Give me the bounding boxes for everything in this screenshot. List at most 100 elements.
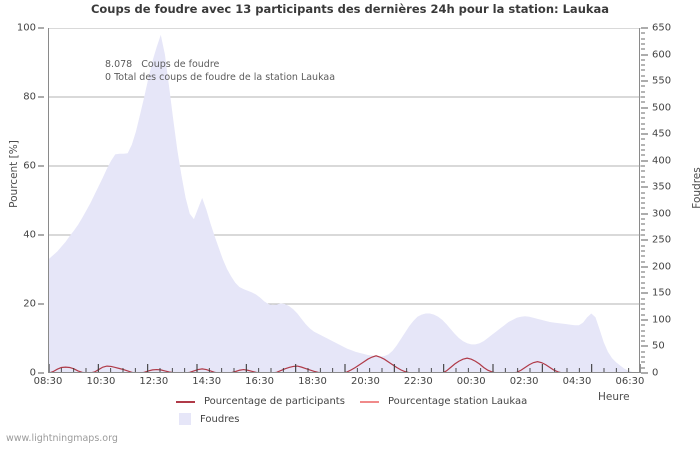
y-axis-left-tick-label: 40 bbox=[23, 229, 36, 241]
y-axis-right-tick-mark-major bbox=[641, 345, 648, 347]
y-axis-right-tick-mark-minor bbox=[641, 276, 645, 278]
y-axis-right-tick-mark-minor bbox=[641, 335, 645, 337]
y-axis-right-tick-mark-minor bbox=[641, 38, 645, 40]
y-axis-right-title: Foudres bbox=[691, 167, 700, 209]
y-axis-right-tick-label: 200 bbox=[652, 261, 672, 273]
legend-item[interactable]: Foudres bbox=[176, 413, 239, 425]
y-axis-right-tick-mark-minor bbox=[641, 303, 645, 305]
y-axis-right-tick-mark-minor bbox=[641, 165, 645, 167]
y-axis-right-tick-mark-minor bbox=[641, 91, 645, 93]
legend-swatch-line bbox=[360, 400, 379, 403]
y-axis-right-tick-mark-major bbox=[641, 213, 648, 215]
y-axis-right-tick-mark-minor bbox=[641, 96, 645, 98]
legend-swatch-line bbox=[176, 400, 195, 403]
y-axis-right-tick-label: 100 bbox=[652, 314, 672, 326]
y-axis-right-tick-mark-major bbox=[641, 319, 648, 321]
y-axis-right-tick-mark-major bbox=[641, 80, 648, 82]
y-axis-right-tick-label: 150 bbox=[652, 287, 672, 299]
y-axis-right-tick-mark-minor bbox=[641, 261, 645, 263]
y-axis-right-tick-mark-minor bbox=[641, 356, 645, 358]
y-axis-right-tick-mark-major bbox=[641, 239, 648, 241]
y-axis-right-tick-mark-minor bbox=[641, 287, 645, 289]
legend-swatch-box bbox=[179, 413, 191, 425]
y-axis-right-tick-mark-minor bbox=[641, 361, 645, 363]
x-axis-tick-label: 14:30 bbox=[192, 376, 222, 387]
legend-item[interactable]: Pourcentage de participants bbox=[176, 396, 345, 407]
x-axis-tick-label: 00:30 bbox=[456, 376, 486, 387]
y-axis-right-tick-mark-minor bbox=[641, 330, 645, 332]
legend-item[interactable]: Pourcentage station Laukaa bbox=[360, 396, 527, 407]
y-axis-right-tick-label: 550 bbox=[652, 75, 672, 87]
y-axis-right-tick-mark-minor bbox=[641, 250, 645, 252]
y-axis-right-tick-mark-major bbox=[641, 372, 648, 374]
y-axis-right-tick-mark-minor bbox=[641, 117, 645, 119]
y-axis-right-tick-label: 400 bbox=[652, 155, 672, 167]
y-axis-left-tick-mark bbox=[38, 372, 44, 374]
y-axis-right-tick-mark-minor bbox=[641, 144, 645, 146]
y-axis-right-tick-mark-minor bbox=[641, 149, 645, 151]
y-axis-left-tick-label: 100 bbox=[16, 22, 36, 34]
y-axis-right-tick-mark-minor bbox=[641, 298, 645, 300]
y-axis-right-tick-mark-minor bbox=[641, 245, 645, 247]
y-axis-right-tick-label: 600 bbox=[652, 49, 672, 61]
x-axis-tick-label: 10:30 bbox=[86, 376, 116, 387]
legend-label: Pourcentage de participants bbox=[204, 396, 345, 407]
y-axis-right-tick-mark-minor bbox=[641, 314, 645, 316]
y-axis-right-tick-mark-minor bbox=[641, 197, 645, 199]
y-axis-right-tick-mark-minor bbox=[641, 234, 645, 236]
y-axis-right-tick-mark-minor bbox=[641, 340, 645, 342]
plot-svg bbox=[49, 28, 641, 373]
x-axis-tick-label: 12:30 bbox=[139, 376, 169, 387]
y-axis-right-tick-label: 300 bbox=[652, 208, 672, 220]
y-axis-right-tick-mark-minor bbox=[641, 192, 645, 194]
chart-legend: Pourcentage de participants Pourcentage s… bbox=[48, 394, 640, 428]
y-axis-right-tick-mark-minor bbox=[641, 85, 645, 87]
y-axis-right-tick-mark-major bbox=[641, 266, 648, 268]
y-axis-right-tick-mark-minor bbox=[641, 202, 645, 204]
y-axis-right-tick-mark-major bbox=[641, 292, 648, 294]
y-axis-left-tick-label: 60 bbox=[23, 160, 36, 172]
y-axis-left: 0 20 40 60 80 100 bbox=[0, 23, 44, 379]
y-axis-right-tick-label: 500 bbox=[652, 102, 672, 114]
x-axis-tick-label: 18:30 bbox=[298, 376, 327, 387]
y-axis-right: 0 50 100 150 200 250 300 350 400 450 500 550 600 650 bbox=[641, 23, 700, 379]
y-axis-right-tick-mark-minor bbox=[641, 324, 645, 326]
y-axis-right-tick-mark-major bbox=[641, 27, 648, 29]
y-axis-right-tick-mark-minor bbox=[641, 223, 645, 225]
y-axis-right-tick-mark-minor bbox=[641, 271, 645, 273]
legend-label: Foudres bbox=[200, 413, 240, 425]
y-axis-right-tick-label: 450 bbox=[652, 128, 672, 140]
y-axis-right-tick-mark-minor bbox=[641, 128, 645, 130]
y-axis-right-tick-mark-minor bbox=[641, 138, 645, 140]
x-axis-title: Heure bbox=[598, 391, 630, 403]
plot-area: 8.078 Coups de foudre 0 Total des coups … bbox=[48, 28, 641, 373]
x-axis-tick-label: 22:30 bbox=[403, 376, 433, 387]
y-axis-right-tick-mark-major bbox=[641, 107, 648, 109]
x-axis-tick-label: 16:30 bbox=[245, 376, 274, 387]
y-axis-right-tick-mark-major bbox=[641, 54, 648, 56]
y-axis-left-tick-label: 80 bbox=[23, 91, 36, 103]
y-axis-right-tick-mark-minor bbox=[641, 207, 645, 209]
y-axis-right-tick-mark-minor bbox=[641, 181, 645, 183]
x-axis-tick-label: 04:30 bbox=[562, 376, 592, 387]
y-axis-right-tick-mark-minor bbox=[641, 75, 645, 77]
x-axis-tick-label: 20:30 bbox=[351, 376, 380, 387]
y-axis-right-tick-mark-minor bbox=[641, 170, 645, 172]
y-axis-right-tick-label: 350 bbox=[652, 181, 672, 193]
y-axis-right-tick-label: 50 bbox=[652, 340, 665, 352]
y-axis-right-tick-mark-minor bbox=[641, 48, 645, 50]
y-axis-right-tick-mark-minor bbox=[641, 59, 645, 61]
y-axis-right-tick-mark-minor bbox=[641, 101, 645, 103]
y-axis-right-tick-mark-minor bbox=[641, 282, 645, 284]
y-axis-right-tick-mark-minor bbox=[641, 176, 645, 178]
y-axis-right-tick-mark-minor bbox=[641, 154, 645, 156]
y-axis-right-tick-mark-minor bbox=[641, 351, 645, 353]
y-axis-right-tick-mark-minor bbox=[641, 69, 645, 71]
y-axis-right-tick-mark-minor bbox=[641, 43, 645, 45]
x-axis-ticks bbox=[49, 364, 641, 373]
y-axis-right-tick-mark-major bbox=[641, 160, 648, 162]
y-axis-left-title: Pourcent [%] bbox=[8, 140, 20, 208]
y-axis-right-tick-mark-minor bbox=[641, 255, 645, 257]
y-axis-left-tick-mark bbox=[38, 27, 44, 29]
y-axis-right-tick-label: 250 bbox=[652, 234, 672, 246]
